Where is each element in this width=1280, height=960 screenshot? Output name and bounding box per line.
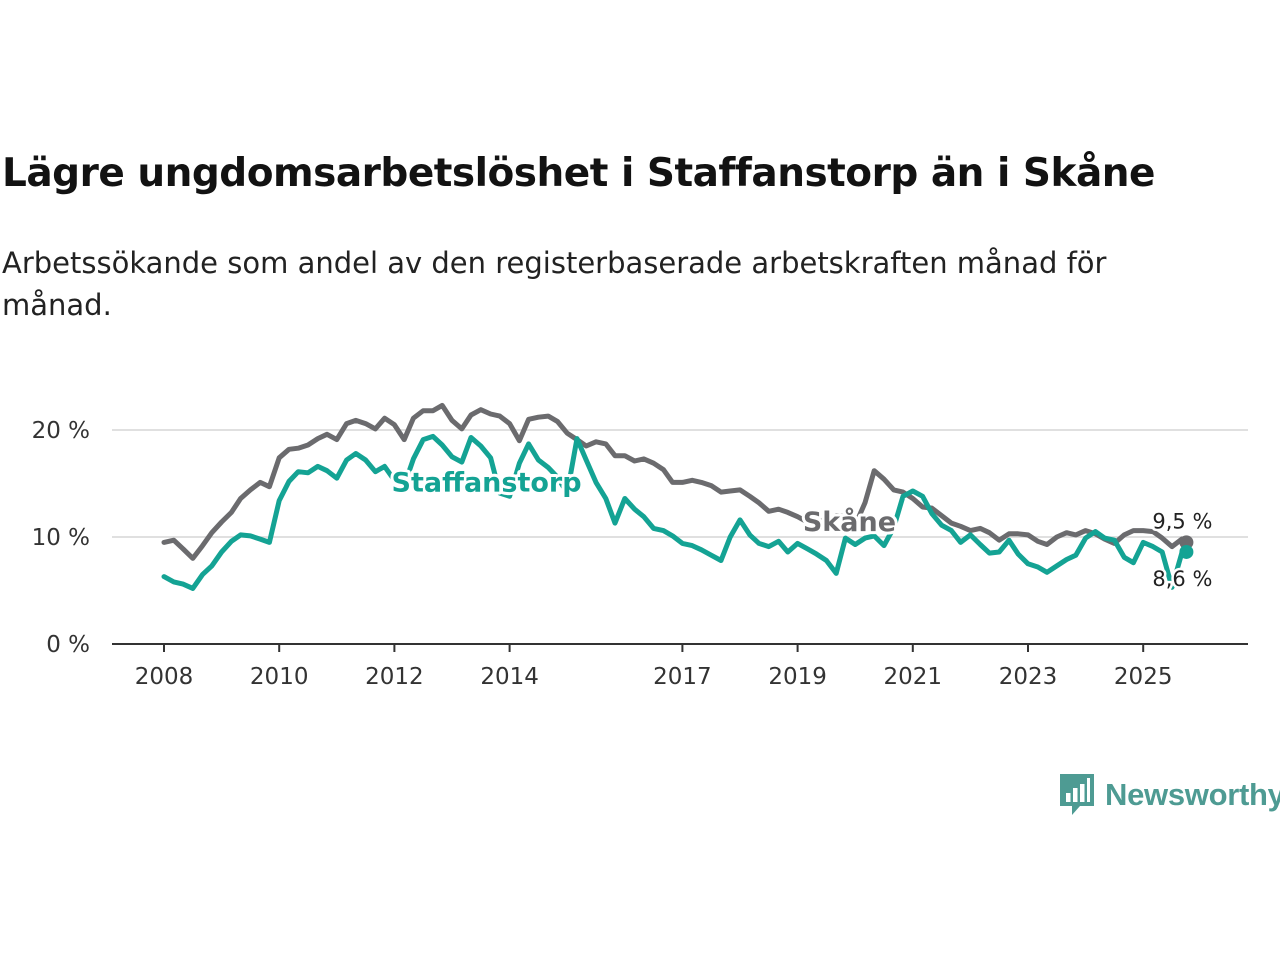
y-axis: 0 % 10 % 20 % — [32, 418, 90, 658]
series-labels: 9,5 % Skåne 8,6 % Staffanstorp — [389, 464, 1215, 593]
y-tick-label: 0 % — [46, 632, 90, 658]
x-tick-label: 2017 — [653, 664, 712, 690]
x-tick-label: 2023 — [999, 664, 1058, 690]
x-tick-label: 2012 — [365, 664, 424, 690]
x-axis: 2008 2010 2012 2014 2017 2019 2021 2023 2025 — [112, 643, 1248, 690]
series-lines — [161, 402, 1189, 591]
end-point-sk-ne — [1179, 535, 1194, 550]
series-line-sk-ne — [161, 402, 1189, 561]
x-tick-label: 2008 — [135, 664, 194, 690]
y-tick-label: 20 % — [32, 418, 90, 444]
x-tick-label: 2021 — [884, 664, 943, 690]
brand-name: Newsworthy — [1105, 777, 1280, 812]
x-tick-label: 2019 — [768, 664, 827, 690]
chart-title: Lägre ungdomsarbetslöshet i Staffanstorp… — [2, 151, 1156, 196]
end-value-label-sk-ne: 9,5 % — [1152, 509, 1212, 533]
chart-subtitle: Arbetssökande som andel av den registerb… — [2, 246, 1107, 322]
line-chart: 0 % 10 % 20 % 2008 2010 2012 2014 2017 2019 2021… — [32, 402, 1248, 690]
series-label-sk-ne: Skåne — [803, 506, 896, 538]
series-line-staffanstorp — [161, 433, 1189, 591]
end-value-label-staffanstorp: 8,6 % — [1152, 567, 1212, 591]
x-tick-label: 2014 — [480, 664, 539, 690]
bar-chart-speech-bubble-icon — [1060, 774, 1094, 815]
x-tick-label: 2025 — [1114, 664, 1173, 690]
end-point-staffanstorp — [1179, 544, 1194, 559]
brand-logo: Newsworthy — [1058, 772, 1280, 818]
y-tick-label: 10 % — [32, 525, 90, 551]
x-tick-label: 2010 — [250, 664, 309, 690]
series-label-staffanstorp: Staffanstorp — [392, 467, 582, 498]
